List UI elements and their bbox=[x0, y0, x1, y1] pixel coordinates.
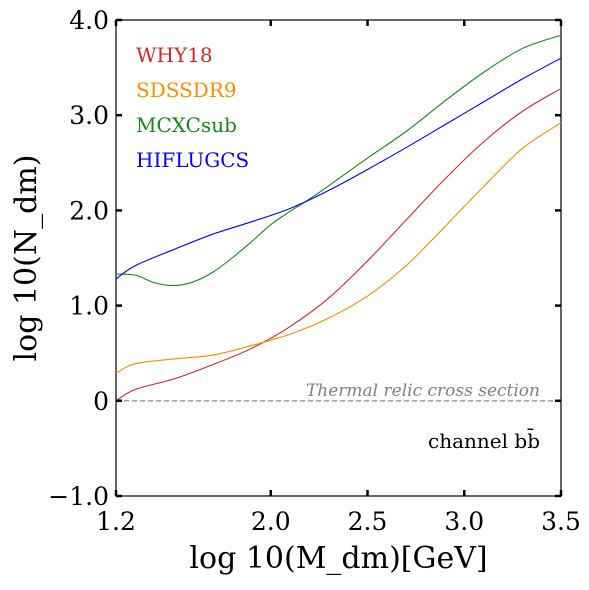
ticks-layer: 1.2 2.0 2.5 3.0 3.5 −1.0 0 1.0 2.0 3.0 4.0 bbox=[48, 6, 581, 536]
legend-entry-mcxcsub: MCXCsub bbox=[136, 113, 237, 137]
y-tick-label: 1.0 bbox=[69, 292, 109, 321]
x-tick-label: 2.5 bbox=[348, 507, 388, 536]
y-tick-label: 3.0 bbox=[69, 101, 109, 130]
x-tick-label: 3.5 bbox=[541, 507, 581, 536]
y-tick-label: 2.0 bbox=[69, 196, 109, 225]
x-tick-label: 2.0 bbox=[251, 507, 291, 536]
series-line-why18 bbox=[115, 88, 562, 402]
reference-line-label: Thermal relic cross section bbox=[306, 381, 540, 401]
plot-area bbox=[115, 19, 562, 497]
legend-entry-hiflugcs: HIFLUGCS bbox=[136, 148, 249, 172]
series-layer bbox=[115, 34, 562, 402]
y-tick-label: 4.0 bbox=[69, 6, 109, 35]
series-line-sdssdr9 bbox=[115, 122, 562, 374]
x-axis-title: log 10(M_dm)[GeV] bbox=[189, 541, 487, 576]
channel-annotation: channel bb̄ bbox=[428, 428, 540, 453]
legend-entry-sdssdr9: SDSSDR9 bbox=[136, 78, 237, 102]
y-tick-label: 0 bbox=[93, 387, 109, 416]
x-tick-label: 3.0 bbox=[444, 507, 484, 536]
plot-frame bbox=[115, 19, 562, 497]
legend: WHY18 SDSSDR9 MCXCsub HIFLUGCS bbox=[136, 43, 249, 172]
series-line-mcxcsub bbox=[115, 34, 562, 287]
legend-entry-why18: WHY18 bbox=[136, 43, 213, 67]
series-line-hiflugcs bbox=[115, 57, 562, 280]
y-axis-title: log 10(N_dm) bbox=[9, 155, 44, 362]
y-tick-label: −1.0 bbox=[48, 482, 109, 511]
x-tick-label: 1.2 bbox=[96, 507, 136, 536]
